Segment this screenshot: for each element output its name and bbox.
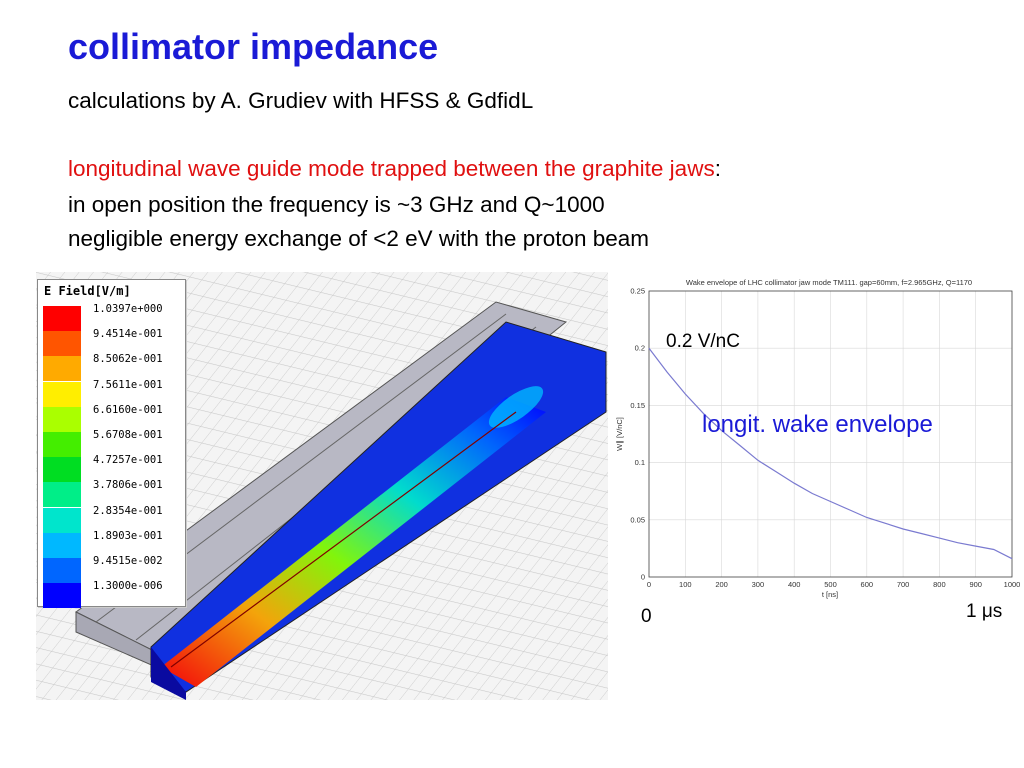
color-legend: E Field[V/m] 1.0397e+000 9.4514e-001 8.506…: [37, 279, 186, 609]
y-tick-label: 0.2: [635, 344, 645, 353]
chart-ticks: 0 100 200 300 400 500 600 700 800 900 1000 0 0.05 0.1…: [630, 287, 1020, 590]
subtitle-line: calculations by A. Grudiev with HFSS & G…: [68, 88, 534, 113]
wake-envelope-chart: Wake envelope of LHC collimator jaw mode…: [610, 272, 1024, 602]
legend-value: 2.8354e-001: [93, 504, 163, 517]
legend-swatch: [43, 356, 81, 382]
curve-label: longit. wake envelope: [702, 411, 933, 438]
legend-value: 5.6708e-001: [93, 429, 163, 441]
legend-swatch: [43, 306, 81, 331]
energy-line: negligible energy exchange of <2 eV with…: [68, 226, 650, 251]
x-tick-label: 900: [969, 580, 982, 589]
x-tick-label: 800: [933, 580, 946, 589]
legend-swatch: [43, 457, 81, 483]
x-tick-label: 0: [647, 580, 651, 589]
legend-swatch: [43, 406, 81, 432]
slide-title: collimator impedance: [68, 26, 439, 67]
y-tick-label: 0.05: [630, 515, 645, 524]
x-tick-label: 600: [861, 580, 874, 589]
legend-value: 1.3000e-006: [93, 580, 163, 593]
legend-value: 9.4515e-002: [93, 555, 163, 567]
x-axis-label: t [ns]: [822, 590, 838, 599]
x-tick-label: 700: [897, 580, 910, 589]
y-tick-label: 0.15: [630, 401, 645, 410]
x-tick-label: 300: [752, 580, 765, 589]
frequency-line: in open position the frequency is ~3 GHz…: [68, 192, 605, 217]
y-marker-label: 0.2 V/nC: [666, 331, 740, 352]
x-tick-label: 500: [824, 580, 837, 589]
legend-value: 3.7806e-001: [93, 479, 163, 492]
legend-value: 9.4514e-001: [93, 328, 163, 341]
x-tick-label: 100: [679, 580, 692, 589]
plot-frame: [648, 290, 1013, 578]
legend-value: 7.5611e-001: [93, 378, 163, 391]
legend-swatch: [43, 381, 81, 407]
legend-value: 8.5062e-001: [93, 353, 163, 366]
legend-value: 6.6160e-001: [93, 403, 163, 416]
legend-value: 4.7257e-001: [93, 454, 163, 467]
y-axis-label: W∥ [V/nC]: [615, 417, 624, 451]
mode-description: longitudinal wave guide mode trapped bet…: [68, 156, 715, 181]
y-tick-label: 0.1: [635, 458, 645, 467]
x-tick-label: 400: [788, 580, 801, 589]
legend-value: 1.0397e+000: [93, 303, 163, 315]
legend-swatch: [43, 331, 81, 357]
legend-swatch: [43, 583, 81, 609]
x-start-label: 0: [641, 606, 652, 627]
wake-envelope-line: [648, 347, 1013, 560]
y-tick-label: 0: [641, 573, 645, 582]
x-end-label: 1 μs: [966, 601, 1003, 622]
legend-swatch: [43, 532, 81, 558]
chart-title: Wake envelope of LHC collimator jaw mode…: [686, 278, 972, 287]
legend-title: E Field[V/m]: [44, 284, 131, 298]
y-tick-label: 0.25: [630, 287, 645, 296]
field-pattern: [161, 397, 546, 687]
legend-swatch: [43, 432, 81, 457]
x-tick-label: 200: [715, 580, 728, 589]
legend-swatch: [43, 482, 81, 508]
legend-swatch: [43, 558, 81, 583]
mode-colon: :: [714, 156, 721, 181]
mode-line: longitudinal wave guide mode trapped bet…: [68, 156, 721, 182]
x-tick-label: 1000: [1004, 580, 1021, 589]
legend-value: 1.8903e-001: [93, 529, 163, 542]
legend-swatch: [43, 507, 81, 533]
